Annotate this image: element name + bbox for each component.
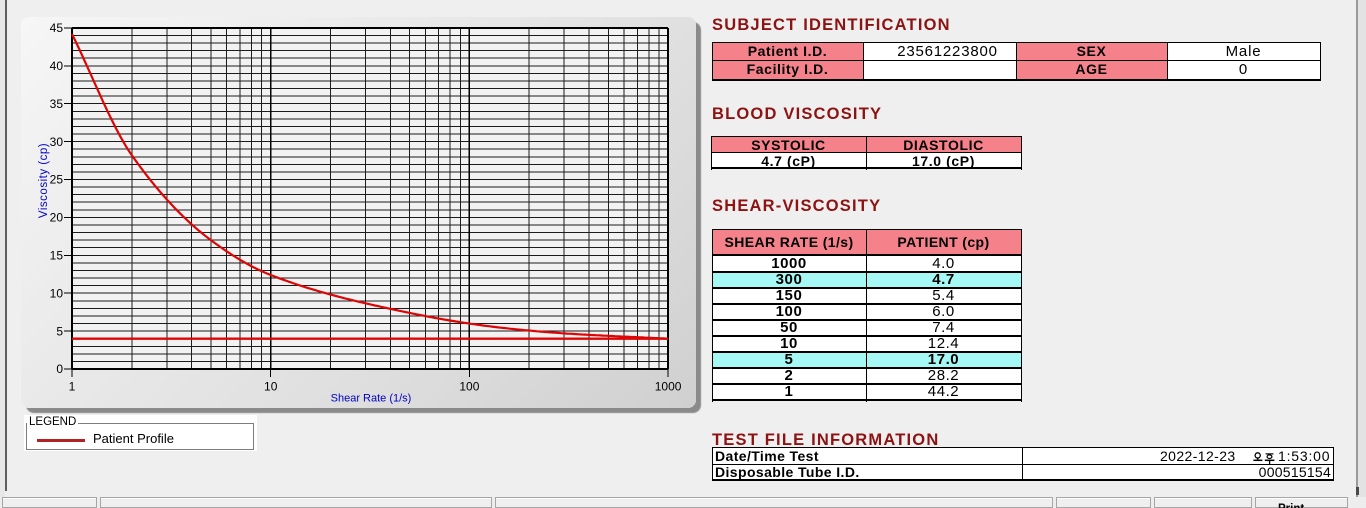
svg-text:30: 30 <box>50 135 64 149</box>
svg-text:45: 45 <box>50 21 64 35</box>
svg-text:Shear Rate (1/s): Shear Rate (1/s) <box>331 393 412 405</box>
svg-text:100: 100 <box>459 380 479 394</box>
svg-text:1: 1 <box>69 380 76 394</box>
svg-text:10: 10 <box>264 380 278 394</box>
svg-text:25: 25 <box>50 173 64 187</box>
svg-text:10: 10 <box>50 286 64 300</box>
svg-text:1000: 1000 <box>655 380 682 394</box>
svg-text:15: 15 <box>50 249 64 263</box>
svg-text:20: 20 <box>50 211 64 225</box>
svg-text:5: 5 <box>56 324 63 338</box>
svg-text:35: 35 <box>50 97 64 111</box>
svg-text:0: 0 <box>56 362 63 376</box>
svg-text:Viscosity (cp): Viscosity (cp) <box>38 143 50 218</box>
svg-text:40: 40 <box>50 59 64 73</box>
